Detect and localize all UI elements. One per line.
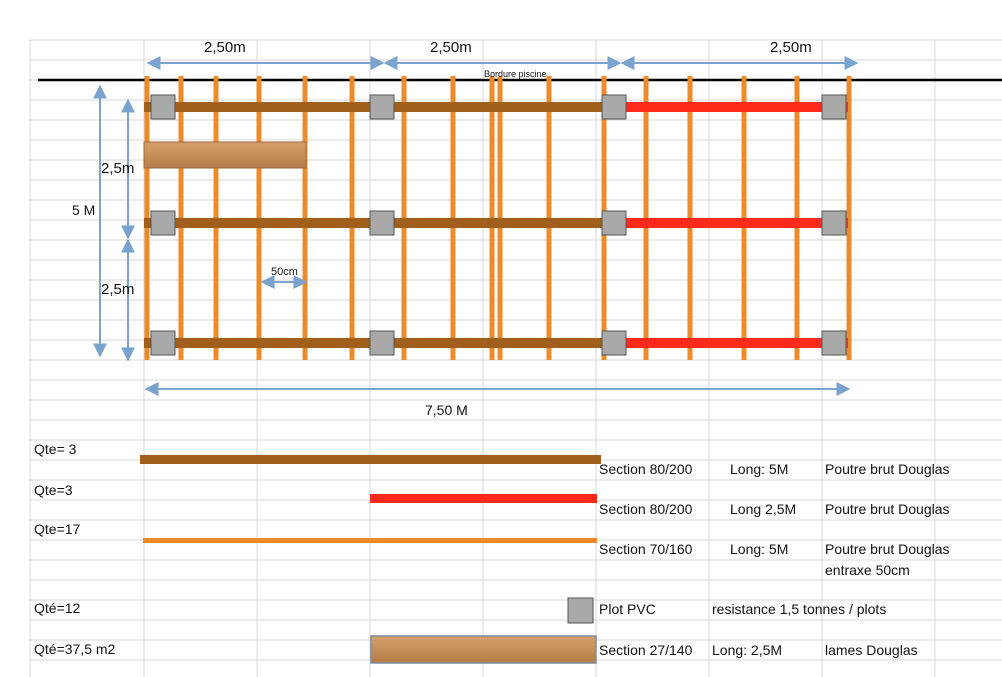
pvc-plot bbox=[601, 210, 627, 236]
legend-qty: Qte=17 bbox=[34, 521, 81, 537]
legend-section: Plot PVC bbox=[599, 601, 656, 617]
pvc-plot bbox=[369, 210, 395, 236]
pvc-plot bbox=[821, 330, 847, 356]
legend-swatch-plot bbox=[567, 597, 594, 624]
beam-2-5m bbox=[604, 102, 848, 112]
dim-top-segment-1: 2,50m bbox=[204, 39, 246, 56]
legend-section: Section 27/140 bbox=[599, 642, 693, 658]
pvc-plot bbox=[369, 330, 395, 356]
beam-2-5m bbox=[604, 338, 848, 348]
pvc-plot bbox=[601, 330, 627, 356]
legend-qty: Qté=37,5 m2 bbox=[34, 641, 116, 657]
legend-swatch-joist bbox=[143, 538, 597, 543]
beam-2-5m bbox=[604, 218, 848, 228]
legend-swatch-deck-board bbox=[370, 635, 597, 664]
legend-description: Poutre brut Douglas bbox=[825, 541, 950, 557]
legend-description-extra: entraxe 50cm bbox=[825, 562, 910, 578]
dim-spacing: 50cm bbox=[271, 266, 298, 278]
deck-board-sample bbox=[143, 141, 307, 169]
deck-plan bbox=[38, 56, 1002, 396]
legend-section: Section 80/200 bbox=[599, 461, 693, 477]
dim-left-total: 5 M bbox=[72, 202, 96, 218]
legend-swatch-beam-5m bbox=[140, 455, 601, 464]
dim-top-segment-3: 2,50m bbox=[770, 39, 812, 56]
pvc-plot bbox=[150, 330, 176, 356]
dim-left-lower: 2,5m bbox=[101, 281, 135, 298]
pvc-plot bbox=[601, 94, 627, 120]
pvc-plot bbox=[821, 210, 847, 236]
legend-swatch-beam-2-5m bbox=[370, 494, 597, 503]
legend-qty: Qte=3 bbox=[34, 482, 73, 498]
legend-qty: Qté=12 bbox=[34, 600, 81, 616]
legend-length: Long: 5M bbox=[730, 541, 789, 557]
legend-description: Poutre brut Douglas bbox=[825, 501, 950, 517]
legend-graphics bbox=[140, 455, 601, 664]
dim-bottom-total: 7,50 M bbox=[425, 402, 468, 418]
legend-description: lames Douglas bbox=[825, 642, 918, 658]
pvc-plot bbox=[150, 210, 176, 236]
legend-section: Section 80/200 bbox=[599, 501, 693, 517]
dim-left-upper: 2,5m bbox=[101, 160, 135, 177]
legend-length: Long: 5M bbox=[730, 461, 789, 477]
edge-label: Bordure piscine bbox=[484, 69, 547, 79]
legend-qty: Qte= 3 bbox=[34, 441, 77, 457]
dim-top-segment-2: 2,50m bbox=[430, 39, 472, 56]
pvc-plot bbox=[821, 94, 847, 120]
pvc-plot bbox=[369, 94, 395, 120]
legend-length: Long 2,5M bbox=[730, 501, 797, 517]
legend-description: resistance 1,5 tonnes / plots bbox=[712, 601, 887, 617]
spreadsheet-grid bbox=[29, 39, 1002, 677]
pvc-plot bbox=[150, 94, 176, 120]
legend-section: Section 70/160 bbox=[599, 541, 693, 557]
joist bbox=[846, 76, 852, 360]
legend-description: Poutre brut Douglas bbox=[825, 461, 950, 477]
legend-length: Long: 2,5M bbox=[712, 642, 783, 658]
